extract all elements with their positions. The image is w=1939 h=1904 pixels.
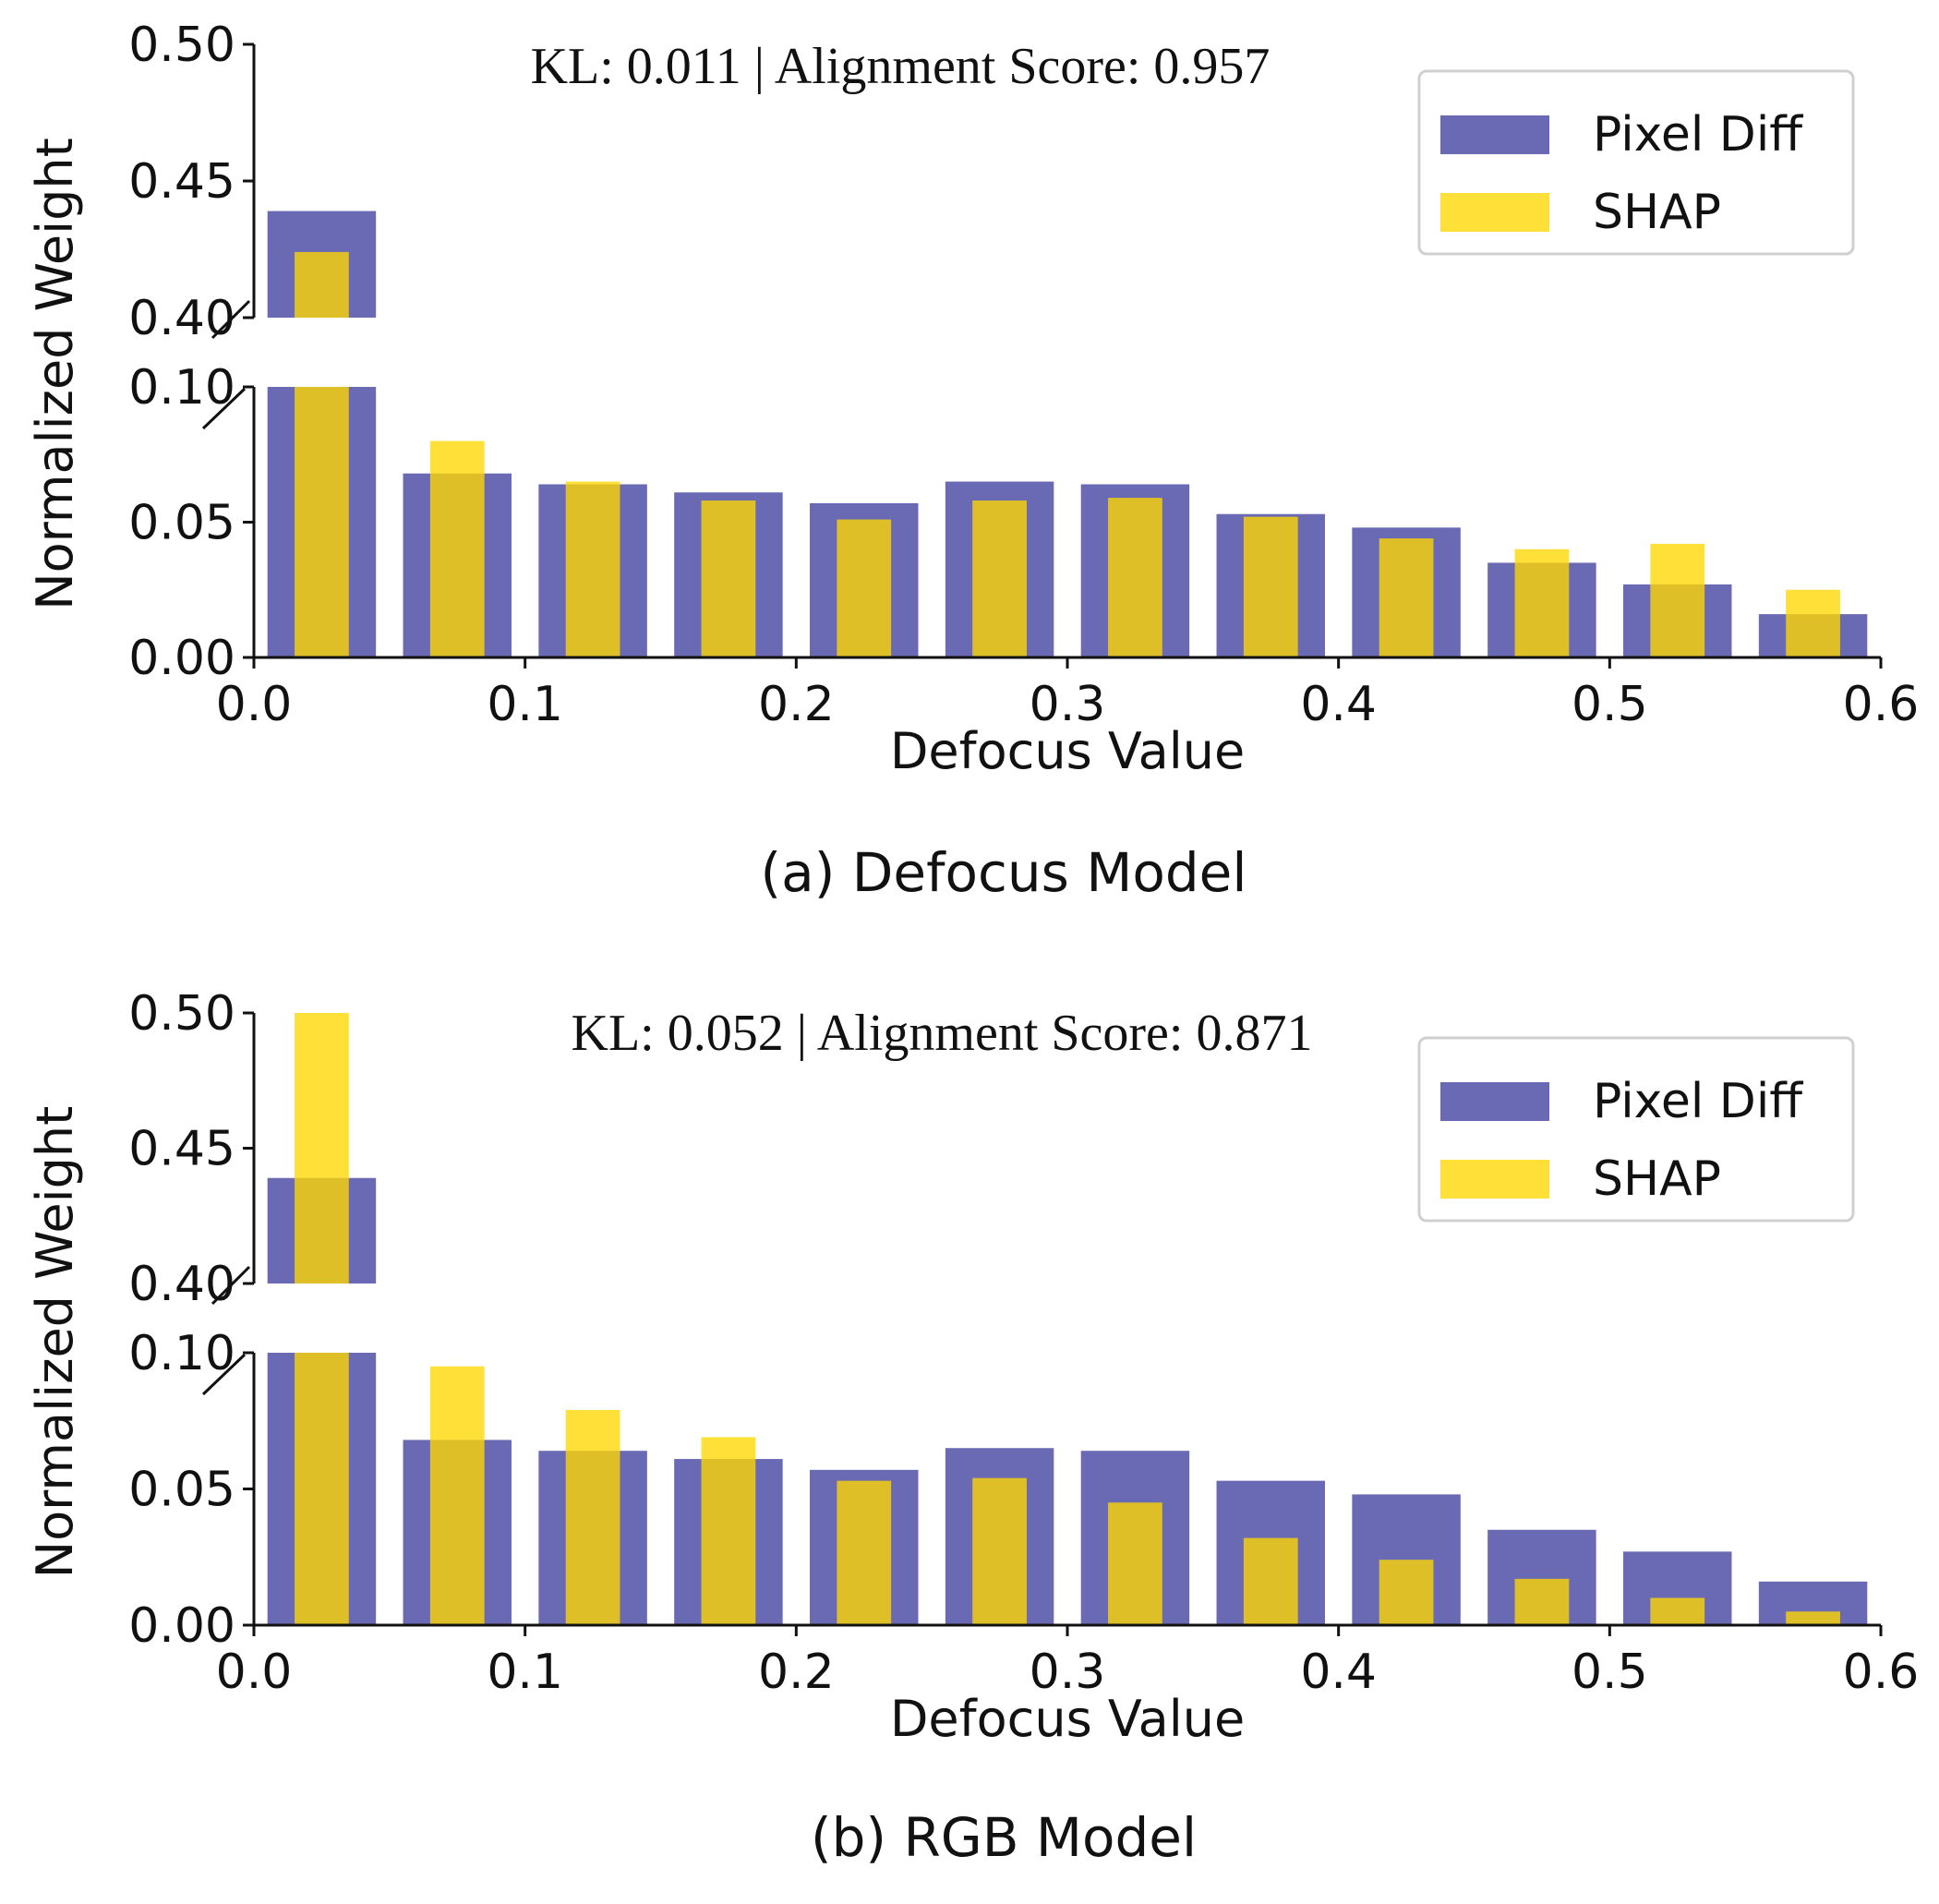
bar-shap-lower-3 — [701, 1437, 756, 1625]
bar-shap-lower-11 — [1786, 589, 1840, 657]
y-tick-label-lower-2: 0.10 — [128, 360, 235, 416]
x-tick-label-0: 0.0 — [216, 1645, 293, 1700]
bar-shap-lower-1 — [429, 440, 485, 657]
y-tick-label-upper-2: 0.50 — [128, 986, 235, 1042]
y-axis-label: Normalized Weight — [26, 1106, 84, 1579]
legend-swatch-pixel-diff — [1440, 115, 1549, 154]
bar-shap-lower-5 — [972, 500, 1027, 657]
legend: Pixel Diff SHAP — [1417, 1036, 1855, 1223]
y-tick-label-upper-1: 0.45 — [128, 1122, 235, 1177]
bar-shap-lower-6 — [1108, 498, 1162, 657]
bar-shap-upper-0 — [295, 251, 349, 318]
x-tick-label-3: 0.3 — [1030, 677, 1106, 732]
x-tick-label-2: 0.2 — [758, 677, 835, 732]
legend-swatch-shap — [1440, 193, 1549, 232]
x-axis-label: Defocus Value — [890, 1690, 1245, 1748]
x-tick-label-1: 0.1 — [487, 677, 563, 732]
bar-shap-lower-4 — [837, 1480, 892, 1625]
bar-shap-lower-6 — [1108, 1502, 1162, 1625]
axis-break-mark-lower — [201, 387, 247, 430]
bar-shap-lower-3 — [701, 500, 756, 657]
panel-caption: (a) Defocus Model — [761, 841, 1247, 904]
stats-annotation: KL: 0.052 | Alignment Score: 0.871 — [572, 1005, 1313, 1062]
y-axis-label: Normalized Weight — [26, 138, 84, 610]
chart-panel-2: 0.40 0.45 0.50 0.00 0.05 0.10 0.0 0.1 0.2 0.3 0.4 0… — [26, 986, 1919, 1869]
stats-annotation: KL: 0.011 | Alignment Score: 0.957 — [531, 38, 1271, 95]
y-tick-label-lower-0: 0.00 — [128, 631, 235, 686]
bar-shap-lower-11 — [1786, 1611, 1840, 1625]
bar-shap-lower-7 — [1243, 516, 1298, 657]
y-tick-label-upper-0: 0.40 — [128, 1257, 235, 1312]
bar-shap-upper-0 — [295, 1013, 349, 1283]
x-tick-label-4: 0.4 — [1300, 677, 1377, 732]
x-tick-label-3: 0.3 — [1030, 1645, 1106, 1700]
y-tick-label-upper-0: 0.40 — [128, 291, 235, 346]
y-tick-label-upper-1: 0.45 — [128, 154, 235, 210]
bar-shap-lower-10 — [1650, 543, 1705, 657]
x-tick-label-2: 0.2 — [758, 1645, 835, 1700]
bar-shap-lower-0 — [295, 1353, 349, 1625]
bar-shap-lower-5 — [972, 1477, 1027, 1625]
y-tick-label-lower-0: 0.00 — [128, 1598, 235, 1654]
bar-shap-lower-9 — [1514, 548, 1570, 657]
axis-break-mark-lower — [201, 1353, 247, 1396]
legend-swatch-shap — [1440, 1160, 1549, 1199]
y-tick-label-lower-1: 0.05 — [128, 496, 235, 551]
bar-shap-lower-1 — [429, 1366, 485, 1625]
bar-shap-lower-10 — [1650, 1597, 1705, 1625]
bar-shap-lower-2 — [565, 481, 620, 657]
y-tick-label-upper-2: 0.50 — [128, 18, 235, 73]
y-tick-label-lower-1: 0.05 — [128, 1463, 235, 1518]
legend: Pixel Diff SHAP — [1417, 69, 1855, 256]
x-tick-label-5: 0.5 — [1572, 1645, 1648, 1700]
bar-shap-lower-8 — [1379, 1560, 1434, 1625]
legend-label-shap: SHAP — [1593, 1151, 1721, 1207]
legend-label-shap: SHAP — [1593, 185, 1721, 240]
bar-shap-lower-4 — [837, 519, 892, 657]
bar-shap-lower-0 — [295, 387, 349, 657]
y-tick-label-lower-2: 0.10 — [128, 1326, 235, 1381]
legend-label-pixel-diff: Pixel Diff — [1593, 1074, 1803, 1129]
legend-swatch-pixel-diff — [1440, 1082, 1549, 1121]
x-tick-label-5: 0.5 — [1572, 677, 1648, 732]
legend-label-pixel-diff: Pixel Diff — [1593, 107, 1803, 163]
bar-shap-lower-2 — [565, 1409, 620, 1625]
bar-shap-lower-8 — [1379, 538, 1434, 657]
x-tick-label-6: 0.6 — [1843, 677, 1920, 732]
chart-panel-1: 0.40 0.45 0.50 0.00 0.05 0.10 0.0 0.1 0.2 0.3 0.4 0… — [26, 18, 1919, 904]
x-axis-label: Defocus Value — [890, 722, 1245, 780]
x-tick-label-4: 0.4 — [1300, 1645, 1377, 1700]
panel-caption: (b) RGB Model — [811, 1806, 1197, 1869]
x-tick-label-0: 0.0 — [216, 677, 293, 732]
bar-shap-lower-7 — [1243, 1537, 1298, 1625]
axis-break-mark-upper — [211, 1265, 251, 1306]
x-tick-label-6: 0.6 — [1843, 1645, 1920, 1700]
bar-shap-lower-9 — [1514, 1578, 1570, 1625]
axis-break-mark-upper — [211, 299, 251, 340]
x-tick-label-1: 0.1 — [487, 1645, 563, 1700]
